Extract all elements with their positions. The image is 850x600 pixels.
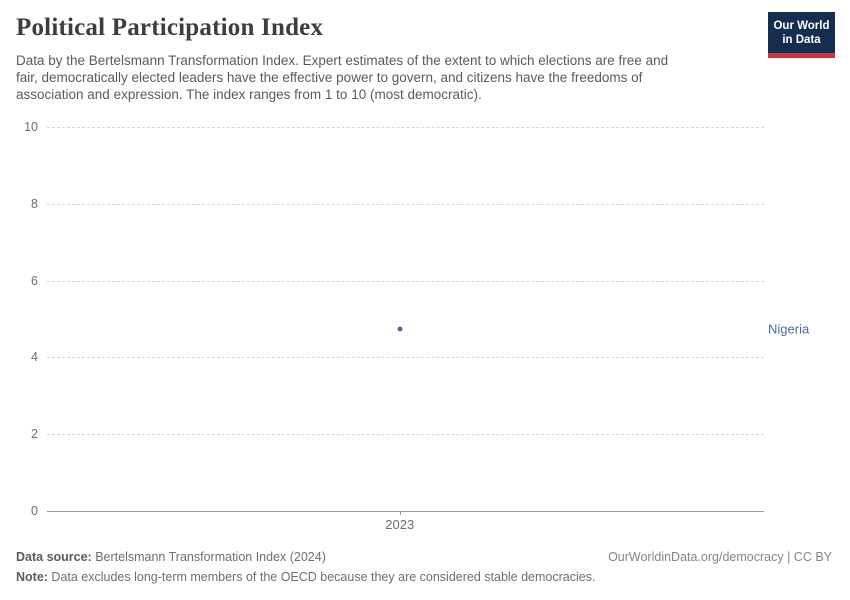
subtitle-line-3: association and expression. The index ra… xyxy=(16,87,482,102)
gridline-6 xyxy=(47,280,764,282)
chart-subtitle: Data by the Bertelsmann Transformation I… xyxy=(16,52,668,103)
y-tick-label-2: 2 xyxy=(31,427,38,442)
y-axis-labels: 0 2 4 6 8 10 xyxy=(0,120,38,518)
owid-logo-line1: Our World xyxy=(773,20,830,32)
footer-row-note: Note: Data excludes long-term members of… xyxy=(16,567,832,587)
footer-row-datasource: Data source: Bertelsmann Transformation … xyxy=(16,547,832,567)
y-tick-label-4: 4 xyxy=(31,350,38,365)
y-tick-label-0: 0 xyxy=(31,504,38,518)
datasource-value: Bertelsmann Transformation Index (2024) xyxy=(91,550,326,564)
note-label: Note: xyxy=(16,570,48,584)
owid-logo-red-bar xyxy=(768,53,835,58)
datasource-label: Data source: xyxy=(16,550,92,564)
x-axis-tick xyxy=(399,511,401,515)
gridline-8 xyxy=(47,203,764,205)
plot-area: Nigeria 2023 xyxy=(47,127,809,532)
owid-logo-text: Our World in Data xyxy=(768,12,835,53)
y-tick-label-6: 6 xyxy=(31,273,38,288)
subtitle-line-2: fair, democratically elected leaders hav… xyxy=(16,70,643,85)
gridline-2 xyxy=(47,434,764,436)
gridline-4 xyxy=(47,357,764,359)
datasource-text: Data source: Bertelsmann Transformation … xyxy=(16,547,326,567)
owid-logo[interactable]: Our World in Data xyxy=(768,12,835,58)
subtitle-line-1: Data by the Bertelsmann Transformation I… xyxy=(16,53,669,68)
rights-link[interactable]: OurWorldinData.org/democracy | CC BY xyxy=(608,550,832,564)
note-value: Data excludes long-term members of the O… xyxy=(47,570,596,584)
x-tick-label: 2023 xyxy=(385,517,415,532)
page-title: Political Participation Index xyxy=(16,14,324,41)
y-tick-label-8: 8 xyxy=(31,196,38,211)
chart-footer: Data source: Bertelsmann Transformation … xyxy=(16,547,832,587)
entity-label-nigeria[interactable]: Nigeria xyxy=(768,321,810,337)
gridline-10 xyxy=(47,127,764,128)
y-tick-label-10: 10 xyxy=(24,120,38,134)
data-point-nigeria[interactable] xyxy=(397,326,403,332)
owid-logo-line2: in Data xyxy=(782,34,821,46)
gridline-0 xyxy=(47,511,764,512)
